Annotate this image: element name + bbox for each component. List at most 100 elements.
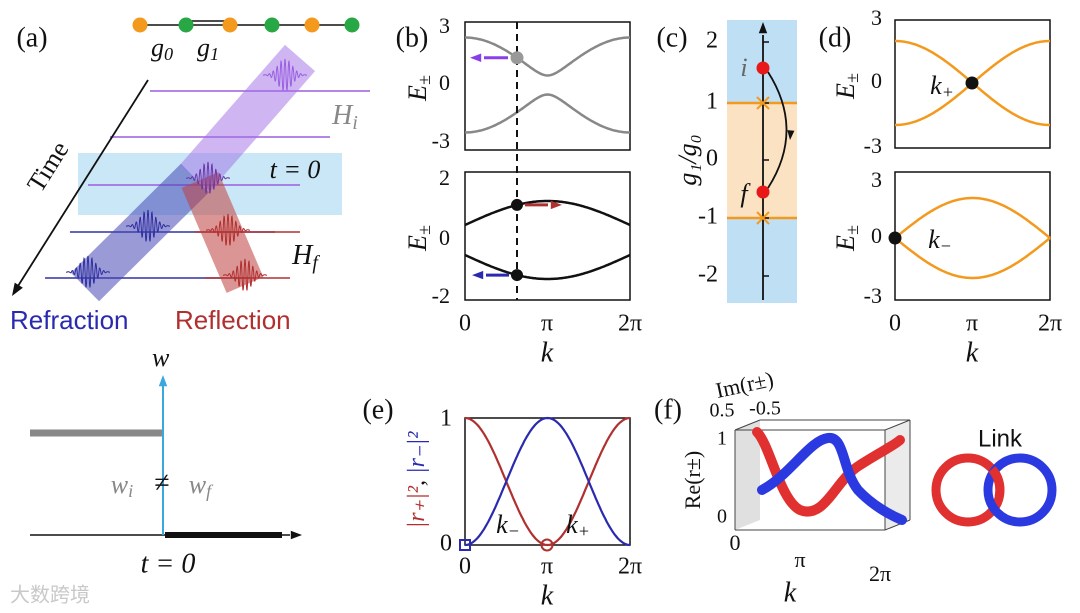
- math-label: Hf: [291, 240, 320, 273]
- band: [465, 93, 630, 134]
- axis-label: w: [152, 343, 170, 372]
- math-label: k−: [496, 510, 520, 541]
- y-tick-label: 3: [439, 13, 450, 38]
- arrow-head: [472, 270, 484, 280]
- math-sub: +: [942, 82, 954, 102]
- y-tick-label: 1: [706, 89, 718, 115]
- y-tick-label: 3: [871, 5, 882, 30]
- x-tick-label: 2π: [1038, 311, 1062, 337]
- math-label: k−: [928, 225, 952, 256]
- panel-label: (f): [654, 394, 682, 425]
- plot-frame: [894, 171, 1051, 301]
- arrow-head: [290, 530, 302, 540]
- label: ≠: [154, 467, 169, 498]
- math-sub: f: [206, 481, 214, 501]
- label: t = 0: [270, 155, 321, 184]
- tick-label: 1: [717, 428, 727, 450]
- math-base: k: [930, 71, 942, 100]
- panel-label: (c): [656, 22, 687, 53]
- math-sub: i: [128, 481, 133, 501]
- wave-packet: [125, 209, 171, 242]
- band: [464, 253, 631, 281]
- math-label: g0: [151, 33, 173, 64]
- math-label: wf: [189, 470, 214, 501]
- plot-frame: [464, 417, 631, 546]
- math-label: E±: [831, 73, 862, 100]
- y-tick-label: -1: [698, 204, 718, 230]
- chain-site: [304, 17, 320, 33]
- math-sub: +: [578, 521, 590, 541]
- x-tick-label: 2π: [869, 561, 891, 586]
- x-tick-label: 0: [889, 311, 901, 337]
- plane: [735, 420, 760, 530]
- math-label: Hi: [331, 100, 358, 133]
- math-sub: −: [940, 236, 952, 256]
- math-label: E±: [831, 225, 862, 252]
- y-tick-label: 2: [439, 165, 450, 190]
- wave-packet: [65, 255, 111, 288]
- reflectance: [464, 416, 631, 547]
- label: Time: [21, 136, 74, 197]
- math-sub: f: [312, 253, 320, 274]
- math-label: k+: [930, 71, 954, 102]
- quench-arrow: [767, 71, 788, 189]
- arrow-head: [550, 200, 562, 210]
- axis-label: Re(r±): [680, 451, 705, 510]
- panel-label: (e): [362, 394, 393, 425]
- math-base: k: [928, 225, 940, 254]
- x-tick-label: π: [541, 554, 553, 580]
- cross: [756, 211, 770, 225]
- state-dot: [756, 61, 770, 75]
- math-base: H: [291, 240, 314, 271]
- x-tick-label: 2π: [618, 311, 642, 337]
- math-label: g1: [197, 33, 219, 64]
- chain-site: [132, 17, 148, 33]
- math-base: k: [566, 510, 578, 539]
- marker: [540, 538, 554, 552]
- math-label: E±: [403, 75, 434, 102]
- y-tick-label: -2: [432, 283, 450, 308]
- x-tick-label: 0: [730, 530, 741, 555]
- x-tick-label: 0: [459, 311, 471, 337]
- plot-frame: [464, 171, 631, 301]
- math-sub: 1: [210, 44, 219, 64]
- wave-packet: [205, 213, 251, 246]
- y-tick-label: 0: [439, 225, 450, 250]
- math-sub: ±: [842, 73, 862, 83]
- axis-label: k: [541, 580, 554, 611]
- plot-frame: [894, 19, 1051, 149]
- wave-packet: [262, 58, 308, 91]
- label: i: [740, 53, 747, 82]
- y-tick-label: 0: [871, 223, 882, 248]
- y-tick-label: 3: [871, 167, 882, 192]
- math-base: E: [403, 235, 432, 252]
- math-base: E: [831, 235, 860, 252]
- chain-site: [222, 17, 238, 33]
- chain-site: [178, 17, 194, 33]
- panel-label: (a): [16, 22, 47, 53]
- label: Refraction: [10, 305, 129, 335]
- panel-label: (d): [819, 22, 852, 53]
- state-dot: [756, 185, 770, 199]
- axis-label: k: [784, 577, 797, 608]
- math-sub: ±: [414, 225, 434, 235]
- y-tick-label: 0: [871, 68, 882, 93]
- state-dot: [511, 198, 523, 211]
- axis-label: k: [966, 337, 979, 368]
- state-dot: [510, 51, 524, 65]
- y-tick-label: 0: [440, 531, 452, 557]
- math-label: wi: [111, 470, 133, 501]
- math-base: g: [151, 33, 164, 62]
- math-sub: ±: [842, 225, 862, 235]
- reflectance: [464, 416, 631, 547]
- math-base: w: [111, 470, 129, 499]
- wave-packet: [222, 258, 268, 291]
- y-tick-label: 1: [440, 406, 452, 432]
- x-tick-label: 2π: [618, 554, 642, 580]
- math-base: k: [496, 510, 508, 539]
- label: Link: [978, 425, 1023, 452]
- y-tick-label: 0: [706, 146, 718, 172]
- panel-label: (b): [396, 22, 429, 53]
- math-base: E: [831, 83, 860, 100]
- label-part: |r₋|²: [404, 431, 430, 474]
